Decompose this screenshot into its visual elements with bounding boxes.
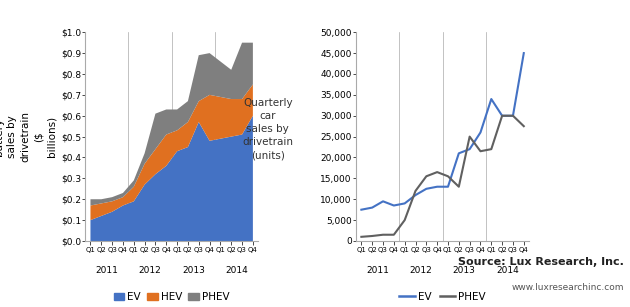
Text: www.luxresearchinc.com: www.luxresearchinc.com xyxy=(511,283,624,292)
Text: 2011: 2011 xyxy=(95,266,118,275)
Y-axis label: Quarterly
battery
sales by
drivetrain
($
billions): Quarterly battery sales by drivetrain ($… xyxy=(0,111,57,162)
Text: 2012: 2012 xyxy=(410,266,432,275)
Text: Quarterly
car
sales by
drivetrain
(units): Quarterly car sales by drivetrain (units… xyxy=(243,98,293,160)
Text: 2013: 2013 xyxy=(182,266,205,275)
Text: 2014: 2014 xyxy=(226,266,248,275)
Text: 2013: 2013 xyxy=(453,266,476,275)
Legend: EV, HEV, PHEV: EV, HEV, PHEV xyxy=(110,288,234,306)
Text: 2011: 2011 xyxy=(366,266,389,275)
Text: 2014: 2014 xyxy=(496,266,519,275)
Legend: EV, PHEV: EV, PHEV xyxy=(395,288,490,306)
Text: Source: Lux Research, Inc.: Source: Lux Research, Inc. xyxy=(458,257,624,267)
Text: 2012: 2012 xyxy=(139,266,161,275)
